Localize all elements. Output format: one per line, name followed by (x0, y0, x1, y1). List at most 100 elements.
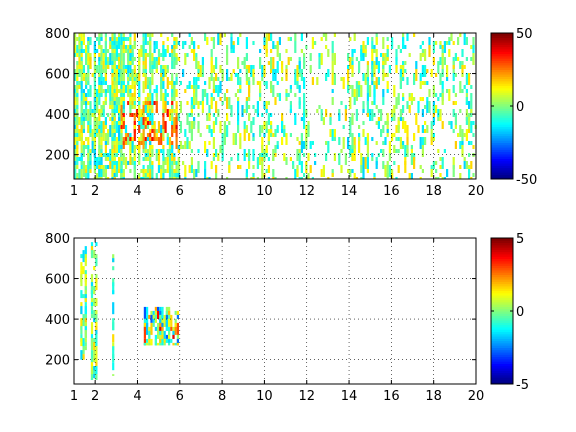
heat-cell (171, 145, 174, 157)
heat-cell (294, 41, 297, 53)
heat-cell (113, 145, 116, 153)
heat-cell (393, 113, 396, 121)
heat-cell (459, 165, 462, 169)
heat-cell (155, 153, 158, 161)
heat-cell (89, 101, 92, 113)
heat-cell (265, 49, 268, 53)
heat-cell (344, 153, 347, 165)
heat-cell (298, 61, 301, 69)
heat-cell (124, 157, 128, 169)
heat-cell (441, 93, 444, 105)
heat-cell (90, 290, 94, 299)
heat-cell (366, 69, 369, 81)
heat-cell (74, 169, 77, 179)
heat-cell (364, 49, 367, 53)
heat-cell (243, 57, 246, 69)
heat-cell (93, 298, 96, 307)
colorbar-step (491, 48, 513, 52)
heat-cell (358, 61, 361, 73)
heat-cell (140, 177, 143, 179)
heat-cell (349, 117, 352, 125)
heat-cell (276, 125, 279, 133)
heat-cell (377, 77, 380, 85)
heat-cell (166, 157, 169, 161)
heat-cell (439, 117, 442, 121)
y-tick-label: 400 (45, 108, 70, 123)
heat-cell (331, 97, 334, 105)
heat-cell (386, 121, 389, 125)
heat-cell (144, 53, 147, 57)
heat-cell (208, 105, 211, 117)
colorbar-step (491, 315, 513, 319)
heat-cell (360, 49, 363, 61)
heat-cell (204, 169, 207, 179)
axes-frame (73, 32, 477, 180)
heat-cell (78, 65, 81, 69)
heat-cell (386, 81, 389, 89)
heat-cell (452, 73, 455, 81)
heat-cell (90, 338, 94, 351)
heat-cell (448, 41, 451, 45)
x-tick-label: 18 (425, 389, 442, 404)
heat-cell (322, 165, 325, 177)
heat-cell (98, 45, 101, 49)
heat-cell (408, 53, 411, 57)
heat-cell (162, 145, 165, 149)
colorbar-step (491, 112, 513, 116)
heat-cell (138, 125, 141, 133)
heat-cell (93, 310, 96, 319)
heat-cell (325, 109, 328, 117)
colorbar-step (491, 160, 513, 164)
heat-cell (294, 93, 297, 97)
heat-cell (152, 314, 155, 319)
colorbar-step (491, 126, 513, 130)
heat-cell (133, 45, 136, 49)
heat-cell (111, 173, 114, 179)
colorbar-step (491, 158, 513, 162)
heat-cell (166, 69, 169, 73)
heat-cell (80, 306, 83, 315)
heat-cell (272, 177, 275, 179)
heat-cell (118, 61, 121, 65)
heat-cell (91, 113, 94, 117)
heat-cell (170, 338, 173, 343)
x-tick-label: 16 (383, 184, 400, 199)
heat-cell (188, 81, 191, 89)
heat-cell (259, 157, 262, 165)
heat-cell (199, 65, 202, 77)
heat-cell (177, 157, 180, 169)
heat-cell (226, 125, 229, 137)
heat-cell (80, 121, 83, 125)
heat-cell (166, 137, 169, 145)
heat-cell (454, 101, 457, 105)
heat-cell (95, 374, 98, 380)
heat-cell (303, 93, 306, 105)
heat-cell (146, 149, 150, 153)
heat-cell (142, 149, 145, 153)
heat-cell (184, 41, 187, 45)
heat-cell (173, 117, 176, 125)
heat-cell (206, 149, 209, 157)
heat-cell (146, 125, 150, 129)
heat-cell (175, 37, 178, 49)
heat-cell (112, 266, 115, 271)
heat-cell (82, 250, 85, 263)
heat-cell (386, 49, 389, 61)
heat-cell (144, 157, 147, 161)
heat-cell (289, 157, 292, 161)
heat-cell (364, 157, 367, 169)
heat-cell (215, 85, 218, 93)
heat-cell (395, 49, 398, 61)
colorbar-step (491, 165, 513, 169)
heat-cell (204, 89, 207, 97)
heat-cell (76, 113, 79, 125)
heat-cell (107, 177, 110, 179)
colorbar-step (491, 131, 513, 134)
heat-cell (76, 105, 79, 109)
heat-cell (98, 61, 101, 65)
heat-cell (118, 97, 121, 109)
heat-cell (124, 85, 128, 93)
heat-cell (113, 141, 116, 145)
heat-cell (129, 77, 132, 81)
heat-cell (296, 81, 299, 89)
